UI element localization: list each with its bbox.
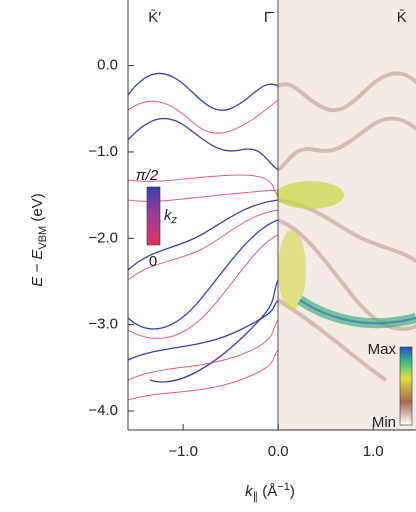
x-label-sub: ∥: [253, 491, 259, 503]
x-label-unit-open: (Å: [258, 483, 277, 500]
kz-top: π/2: [136, 167, 159, 184]
x-tick-label: 1.0: [363, 443, 384, 460]
y-axis-label: E − EVBM (eV): [29, 193, 49, 286]
intensity-top: Max: [368, 341, 397, 358]
kz-name: kz: [164, 207, 178, 226]
kz-bottom: 0: [149, 253, 157, 270]
intensity-colorbar: [399, 346, 413, 426]
x-tick-label: 0.0: [268, 443, 289, 460]
y-tick-label: −1.0: [88, 143, 118, 160]
y-tick-label: −2.0: [88, 229, 118, 246]
symmetry-label: K̄: [397, 9, 407, 26]
y-tick-label: −3.0: [88, 316, 118, 333]
y-tick-label: −4.0: [88, 402, 118, 419]
x-axis-label: k∥ (Å−1): [245, 481, 295, 503]
kz-colorbar: [146, 186, 161, 246]
kz-name-main: k: [164, 207, 173, 224]
x-label-sup: −1: [277, 481, 290, 493]
kz-name-sub: z: [171, 214, 178, 226]
y-label-sub: VBM: [37, 226, 49, 250]
x-label-unit-close: ): [290, 483, 295, 500]
y-label-unit: (eV): [29, 193, 46, 226]
y-label-main: E − E: [29, 249, 46, 287]
band-image: [128, 0, 416, 430]
symmetry-label: K̄′: [148, 9, 161, 26]
x-label-main: k: [245, 483, 254, 500]
symmetry-label: Γ̄: [264, 9, 274, 26]
intensity-bottom: Min: [372, 414, 396, 431]
x-tick-label: −1.0: [168, 443, 198, 460]
y-tick-label: 0.0: [97, 57, 118, 74]
